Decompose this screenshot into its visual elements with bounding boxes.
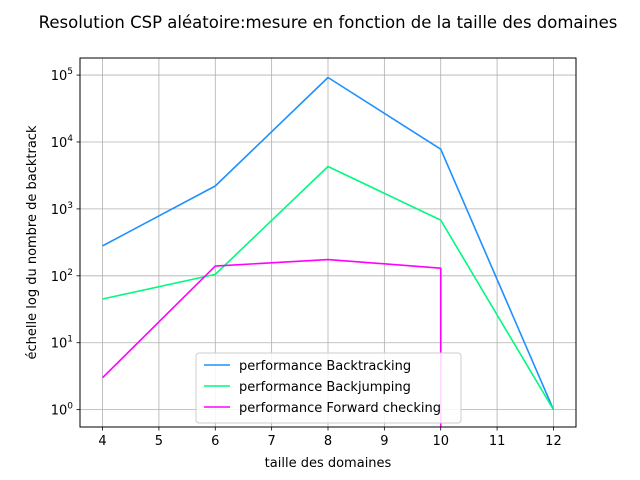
series-line-2 xyxy=(102,165,555,411)
x-tick-label: 12 xyxy=(545,434,562,449)
legend-entry: performance Backjumping xyxy=(239,380,411,395)
y-axis-label: échelle log du nombre de backtrack xyxy=(25,125,40,359)
grid xyxy=(80,58,576,427)
legend: performance Backtracking performance Back… xyxy=(195,352,462,424)
x-tick-label: 8 xyxy=(324,434,332,449)
y-tick-label: 101 xyxy=(51,335,73,352)
x-tick-label: 9 xyxy=(380,434,388,449)
axis-ticks: 4 5 6 7 8 9 10 11 12 100 101 102 103 104 105 xyxy=(51,67,562,449)
x-tick-label: 11 xyxy=(489,434,506,449)
y-tick-label: 105 xyxy=(51,67,73,84)
legend-entry: performance Backtracking xyxy=(239,359,411,374)
y-tick-label: 100 xyxy=(51,402,74,419)
series-lines xyxy=(101,76,555,427)
y-tick-label: 103 xyxy=(51,201,73,218)
x-tick-label: 5 xyxy=(155,434,163,449)
x-tick-label: 6 xyxy=(211,434,219,449)
x-tick-label: 7 xyxy=(267,434,275,449)
y-tick-label: 102 xyxy=(51,268,73,285)
x-tick-label: 10 xyxy=(432,434,449,449)
legend-entry: performance Forward checking xyxy=(239,401,441,416)
legend-box xyxy=(195,352,462,424)
x-axis-label: taille des domaines xyxy=(265,456,392,471)
chart-title: Resolution CSP aléatoire:mesure en fonct… xyxy=(39,13,618,32)
series-line-3 xyxy=(101,258,442,427)
y-tick-label: 104 xyxy=(51,134,74,151)
x-tick-label: 4 xyxy=(98,434,106,449)
series-line-1 xyxy=(102,76,555,410)
